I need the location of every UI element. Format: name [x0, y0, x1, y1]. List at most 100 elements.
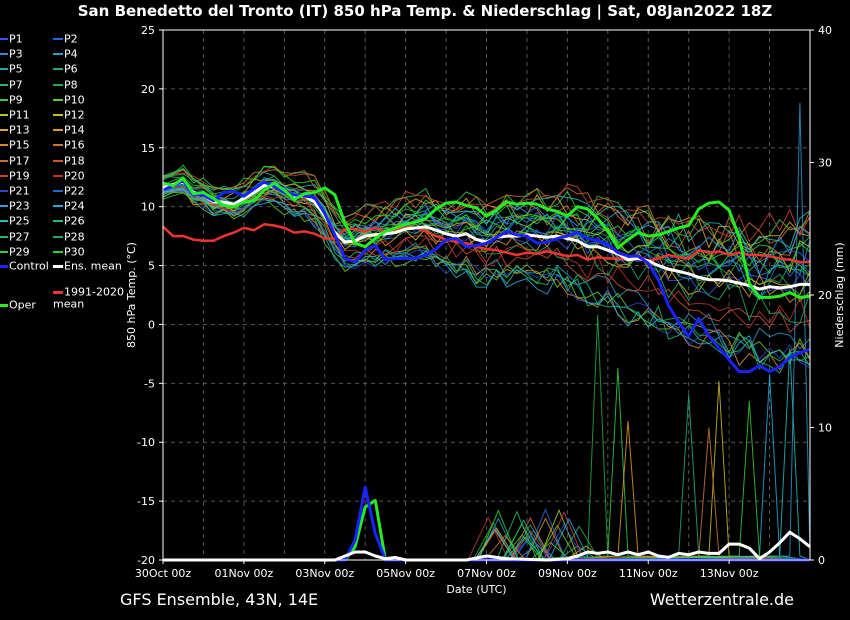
legend-swatch — [0, 114, 8, 116]
member-temp-line-p5 — [162, 167, 811, 301]
ens-mean-precip-line — [163, 530, 811, 562]
y2-tick-label: 40 — [818, 24, 832, 37]
site-credit: Wetterzentrale.de — [649, 590, 794, 609]
legend-swatch — [0, 159, 8, 162]
model-info: GFS Ensemble, 43N, 14E — [120, 590, 319, 609]
legend-swatch — [0, 98, 8, 101]
legend-item-p27: P27 — [0, 230, 30, 244]
y-tick-label: -15 — [137, 495, 155, 508]
legend-label: P16 — [64, 138, 85, 152]
x-tick-label: 01Nov 00z — [215, 567, 274, 580]
legend-item-p9: P9 — [0, 93, 23, 106]
x-axis-label: Date (UTC) — [446, 583, 506, 596]
legend-swatch — [53, 98, 63, 101]
legend-item-p11: P11 — [0, 108, 30, 122]
legend-swatch — [53, 38, 63, 40]
legend-swatch — [0, 144, 8, 147]
legend-label: P12 — [64, 108, 85, 122]
legend-swatch — [0, 38, 8, 40]
chart-title: San Benedetto del Tronto (IT) 850 hPa Te… — [77, 2, 773, 20]
legend-item-control: Control — [0, 259, 49, 273]
legend-label: P2 — [64, 32, 78, 46]
y-tick-label: -10 — [137, 436, 155, 449]
legend-item-p4: P4 — [53, 47, 78, 61]
legend-item-p13: P13 — [0, 123, 30, 137]
x-tick-label: 30Oct 00z — [135, 567, 192, 580]
legend-label: P17 — [9, 154, 30, 168]
y-tick-label: 20 — [141, 83, 155, 96]
legend-label: P29 — [9, 245, 30, 259]
legend-label: P22 — [64, 184, 85, 198]
legend-item-oper: Oper — [0, 298, 36, 312]
member-temp-line-p15 — [162, 176, 811, 371]
legend-label: P1 — [9, 32, 23, 46]
legend-item-p15: P15 — [0, 138, 30, 152]
legend-item-p28: P28 — [53, 230, 85, 243]
legend-item-p30: P30 — [53, 245, 85, 259]
legend-swatch — [53, 129, 63, 132]
legend-item-p18: P18 — [53, 154, 85, 167]
legend-label: P20 — [64, 169, 85, 183]
legend-item-p26: P26 — [53, 214, 85, 228]
member-temp-line-p8 — [162, 175, 811, 286]
legend-label: Control — [9, 259, 49, 273]
legend-swatch — [0, 53, 8, 56]
x-tick-label: 13Nov 00z — [700, 567, 759, 580]
legend-swatch — [0, 68, 8, 71]
legend-item-p21: P21 — [0, 184, 30, 198]
legend-swatch — [53, 205, 63, 208]
legend-item-p3: P3 — [0, 47, 23, 61]
legend-label: P23 — [9, 199, 30, 213]
legend-label: P25 — [9, 214, 30, 228]
member-temp-line-p24 — [162, 187, 811, 365]
legend-item-p23: P23 — [0, 199, 30, 213]
legend-swatch — [0, 303, 8, 307]
legend-item-p20: P20 — [53, 169, 85, 183]
axes-layer: 25 20 15 10 5 0 -5 -10 -15 -20 40 30 20 10 0 30Oct 00z 0… — [125, 24, 846, 596]
legend-label: Oper — [9, 298, 36, 312]
member-temp-line-p28 — [162, 173, 811, 324]
y2-tick-label: 0 — [818, 554, 825, 567]
member-temp-line-p18 — [162, 186, 811, 334]
x-tick-label: 11Nov 00z — [619, 567, 678, 580]
legend-label: P6 — [64, 62, 78, 76]
legend-item-p16: P16 — [53, 138, 85, 152]
member-temp-line-p26 — [162, 182, 811, 374]
legend-swatch — [0, 174, 8, 177]
legend-swatch — [53, 83, 63, 86]
legend-swatch — [0, 129, 8, 132]
y-tick-label: -20 — [137, 554, 155, 567]
legend-swatch — [53, 235, 63, 238]
legend-swatch — [53, 144, 63, 147]
legend-label: P19 — [9, 169, 30, 183]
legend-swatch — [0, 220, 8, 223]
legend-swatch — [0, 264, 8, 268]
legend-swatch — [0, 235, 8, 238]
x-tick-label: 07Nov 00z — [457, 567, 516, 580]
legend-swatch — [53, 190, 63, 192]
oper-line — [162, 176, 811, 299]
legend-swatch — [0, 190, 8, 192]
legend-swatch — [53, 114, 63, 116]
legend-item-p7: P7 — [0, 78, 23, 92]
legend-item-p14: P14 — [53, 123, 85, 137]
member-temp-line-p21 — [162, 183, 811, 369]
member-temp-line-p23 — [162, 178, 811, 263]
legend-label: P7 — [9, 78, 23, 92]
legend-item-p6: P6 — [53, 62, 78, 76]
y2-tick-label: 10 — [818, 422, 832, 435]
member-temp-line-p20 — [162, 186, 811, 329]
legend-swatch — [53, 174, 63, 177]
legend-item-1991-2020-mean: 1991-2020 mean — [53, 286, 127, 309]
y-tick-label: 10 — [141, 201, 155, 214]
legend-item-p29: P29 — [0, 245, 30, 259]
legend-swatch — [53, 264, 63, 268]
legend-label: P27 — [9, 230, 30, 244]
legend-item-p5: P5 — [0, 62, 23, 76]
y2-tick-label: 30 — [818, 157, 832, 170]
member-precip-line-p24 — [163, 374, 811, 561]
legend-label: P30 — [64, 245, 85, 259]
legend-label: P21 — [9, 184, 30, 198]
legend-swatch — [0, 250, 8, 253]
member-temp-line-p30 — [162, 164, 811, 276]
